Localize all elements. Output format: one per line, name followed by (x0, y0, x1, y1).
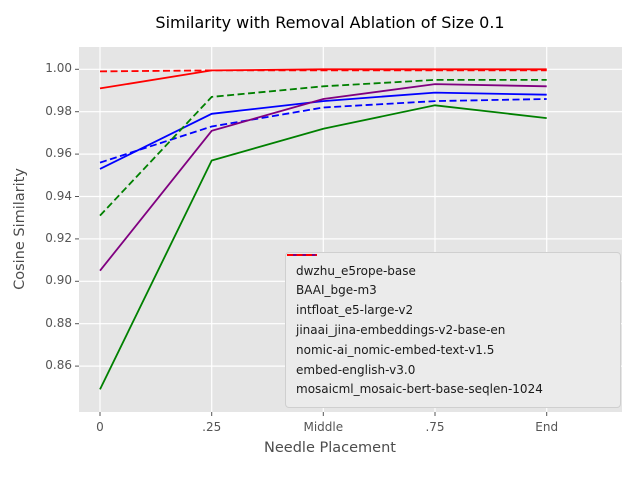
series-line-mosaicml_mosaic-bert-base-seqlen-1024 (99, 69, 547, 73)
legend-item-label: BAAI_bge-m3 (296, 283, 377, 298)
x-axis-label: Needle Placement (264, 440, 396, 456)
series-line-jinaai_jina-embeddings-v2-base-en (99, 68, 547, 90)
y-tick-label: 0.92 (45, 230, 72, 245)
y-tick-label: 0.96 (45, 146, 72, 161)
x-tick-label: .75 (425, 420, 445, 434)
legend-item: jinaai_jina-embeddings-v2-base-en (287, 254, 610, 339)
legend-item-label: mosaicml_mosaic-bert-base-seqlen-1024 (296, 382, 543, 397)
x-tick-label: Middle (303, 420, 344, 434)
x-tick-label: End (535, 420, 559, 434)
legend-item: BAAI_bge-m3 (287, 254, 610, 300)
series-line-intfloat_e5-large-v2 (99, 98, 547, 164)
legend-item-label: embed-english-v3.0 (296, 362, 416, 377)
y-tick-label: 0.90 (45, 273, 72, 288)
chart-title: Similarity with Removal Ablation of Size… (155, 13, 505, 32)
y-tick-label: 0.98 (45, 103, 72, 118)
series-line-nomic-ai_nomic-embed-text-v1.5 (99, 79, 547, 217)
x-tick-label: .25 (202, 420, 222, 434)
legend-swatch-dashed-line (287, 254, 317, 256)
x-tick-label: 0 (96, 420, 104, 434)
legend-item: intfloat_e5-large-v2 (287, 254, 610, 320)
series-line-BAAI_bge-m3 (99, 91, 547, 170)
y-tick-label: 1.00 (45, 61, 72, 76)
legend-item: embed-english-v3.0 (287, 254, 610, 379)
legend-item-label: nomic-ai_nomic-embed-text-v1.5 (296, 342, 495, 357)
legend-item-label: intfloat_e5-large-v2 (296, 303, 414, 318)
series-line-embed-english-v3.0 (99, 83, 547, 272)
legend-item-label: dwzhu_e5rope-base (296, 263, 416, 278)
y-tick-label: 0.94 (45, 188, 72, 203)
y-tick-label: 0.86 (45, 358, 72, 373)
legend-item: nomic-ai_nomic-embed-text-v1.5 (287, 254, 610, 359)
legend-item: mosaicml_mosaic-bert-base-seqlen-1024 (287, 254, 610, 399)
y-axis-label: Cosine Similarity (12, 168, 28, 290)
y-tick-label: 0.88 (45, 315, 72, 330)
legend: dwzhu_e5rope-base BAAI_bge-m3 intfloat_e5-… (285, 252, 621, 408)
legend-item-label: jinaai_jina-embeddings-v2-base-en (296, 322, 506, 337)
series-line-dwzhu_e5rope-base (99, 104, 547, 390)
legend-item: dwzhu_e5rope-base (287, 254, 610, 280)
